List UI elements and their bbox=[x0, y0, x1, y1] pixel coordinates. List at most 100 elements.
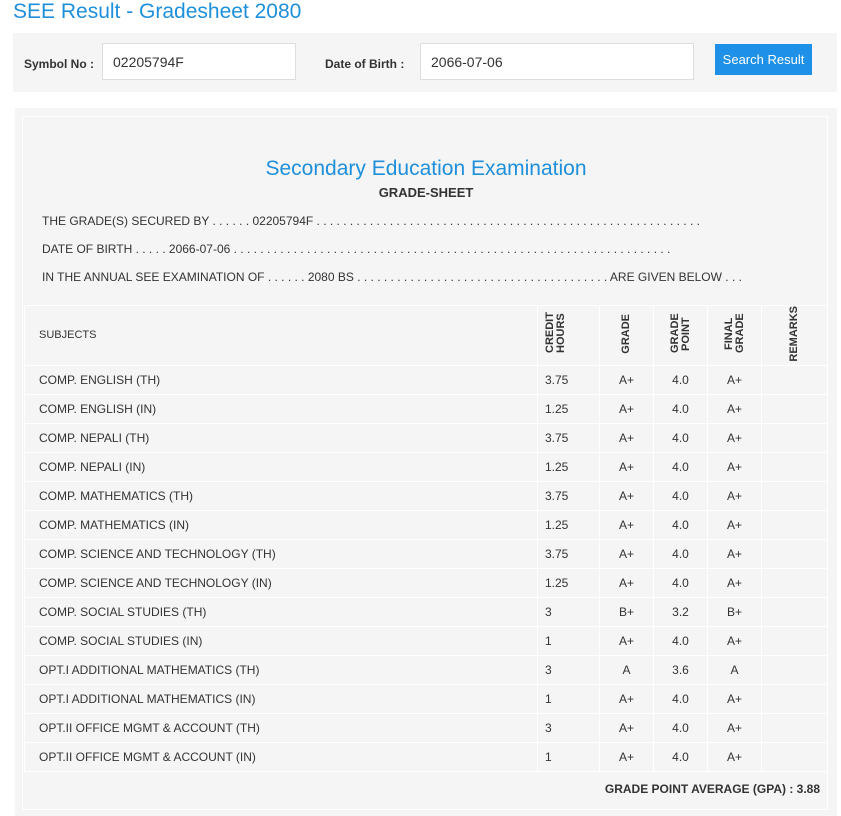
page-title: SEE Result - Gradesheet 2080 bbox=[13, 0, 302, 23]
grade-point-cell: 4.0 bbox=[653, 364, 708, 395]
grade-point-cell: 4.0 bbox=[653, 422, 708, 453]
grade-point-cell: 4.0 bbox=[653, 480, 708, 511]
exam-heading: Secondary Education Examination bbox=[265, 157, 587, 180]
grade-cell: A+ bbox=[599, 741, 654, 772]
grade-point-cell: 3.2 bbox=[653, 596, 708, 627]
grade-point-cell: 3.6 bbox=[653, 654, 708, 685]
gpa: GRADE POINT AVERAGE (GPA) : 3.88 bbox=[604, 782, 820, 796]
table-row: COMP. SCIENCE AND TECHNOLOGY (TH) 3.75 A+ 4… bbox=[24, 538, 828, 569]
subject-cell: OPT.II OFFICE MGMT & ACCOUNT (IN) bbox=[24, 741, 538, 772]
subject-cell: COMP. ENGLISH (TH) bbox=[24, 364, 538, 395]
final-grade-cell: B+ bbox=[707, 596, 762, 627]
grade-point-cell: 4.0 bbox=[653, 625, 708, 656]
credit-hours-cell: 1.25 bbox=[537, 451, 600, 482]
remarks-cell bbox=[761, 364, 828, 395]
remarks-cell bbox=[761, 509, 828, 540]
header-grade-point: GRADE POINT bbox=[668, 313, 692, 353]
table-row: COMP. ENGLISH (TH) 3.75 A+ 4.0 A+ bbox=[24, 364, 828, 395]
final-grade-cell: A+ bbox=[707, 509, 762, 540]
gradesheet-panel: Secondary Education Examination GRADE-SH… bbox=[15, 108, 837, 816]
table-row: COMP. SCIENCE AND TECHNOLOGY (IN) 1.25 A+ 4… bbox=[24, 567, 828, 598]
subject-cell: COMP. NEPALI (TH) bbox=[24, 422, 538, 453]
table-row: OPT.I ADDITIONAL MATHEMATICS (TH) 3 A 3.6 A bbox=[24, 654, 828, 685]
grade-cell: A bbox=[599, 654, 654, 685]
search-result-button[interactable]: Search Result bbox=[715, 44, 812, 75]
final-grade-cell: A+ bbox=[707, 538, 762, 569]
credit-hours-cell: 1.25 bbox=[537, 393, 600, 424]
subject-cell: COMP. MATHEMATICS (IN) bbox=[24, 509, 538, 540]
remarks-cell bbox=[761, 741, 828, 772]
subject-cell: COMP. ENGLISH (IN) bbox=[24, 393, 538, 424]
subject-cell: COMP. SOCIAL STUDIES (IN) bbox=[24, 625, 538, 656]
remarks-cell bbox=[761, 538, 828, 569]
subject-cell: OPT.II OFFICE MGMT & ACCOUNT (TH) bbox=[24, 712, 538, 743]
final-grade-cell: A+ bbox=[707, 364, 762, 395]
exam-line: IN THE ANNUAL SEE EXAMINATION OF . . . .… bbox=[42, 270, 742, 284]
final-grade-cell: A bbox=[707, 654, 762, 685]
grade-cell: A+ bbox=[599, 451, 654, 482]
search-form: Symbol No : Date of Birth : Search Resul… bbox=[13, 33, 837, 92]
remarks-cell bbox=[761, 625, 828, 656]
grades-table: SUBJECTS CREDIT HOURS GRADE GRADE POINT … bbox=[24, 305, 828, 772]
table-row: COMP. NEPALI (IN) 1.25 A+ 4.0 A+ bbox=[24, 451, 828, 482]
final-grade-cell: A+ bbox=[707, 451, 762, 482]
table-row: COMP. ENGLISH (IN) 1.25 A+ 4.0 A+ bbox=[24, 393, 828, 424]
header-grade: GRADE bbox=[620, 313, 632, 354]
table-row: COMP. NEPALI (TH) 3.75 A+ 4.0 A+ bbox=[24, 422, 828, 453]
grade-cell: A+ bbox=[599, 683, 654, 714]
grade-point-cell: 4.0 bbox=[653, 741, 708, 772]
final-grade-cell: A+ bbox=[707, 480, 762, 511]
header-remarks: REMARKS bbox=[788, 306, 800, 362]
remarks-cell bbox=[761, 480, 828, 511]
remarks-cell bbox=[761, 654, 828, 685]
grade-cell: A+ bbox=[599, 422, 654, 453]
credit-hours-cell: 3 bbox=[537, 596, 600, 627]
final-grade-cell: A+ bbox=[707, 422, 762, 453]
grade-cell: A+ bbox=[599, 625, 654, 656]
final-grade-cell: A+ bbox=[707, 625, 762, 656]
table-row: OPT.II OFFICE MGMT & ACCOUNT (IN) 1 A+ 4.0 A… bbox=[24, 741, 828, 772]
final-grade-cell: A+ bbox=[707, 712, 762, 743]
remarks-cell bbox=[761, 596, 828, 627]
remarks-cell bbox=[761, 451, 828, 482]
grade-cell: A+ bbox=[599, 480, 654, 511]
credit-hours-cell: 1 bbox=[537, 683, 600, 714]
credit-hours-cell: 3 bbox=[537, 712, 600, 743]
credit-hours-cell: 1.25 bbox=[537, 567, 600, 598]
table-row: COMP. SOCIAL STUDIES (TH) 3 B+ 3.2 B+ bbox=[24, 596, 828, 627]
grade-point-cell: 4.0 bbox=[653, 538, 708, 569]
gradesheet-heading: GRADE-SHEET bbox=[378, 185, 474, 200]
credit-hours-cell: 3 bbox=[537, 654, 600, 685]
credit-hours-cell: 1 bbox=[537, 625, 600, 656]
subject-cell: COMP. NEPALI (IN) bbox=[24, 451, 538, 482]
remarks-cell bbox=[761, 393, 828, 424]
grade-cell: A+ bbox=[599, 712, 654, 743]
grade-cell: A+ bbox=[599, 364, 654, 395]
grade-cell: A+ bbox=[599, 509, 654, 540]
symbol-input[interactable] bbox=[102, 43, 296, 80]
table-row: OPT.I ADDITIONAL MATHEMATICS (IN) 1 A+ 4.0 A… bbox=[24, 683, 828, 714]
secured-by-line: THE GRADE(S) SECURED BY . . . . . . 0220… bbox=[42, 214, 700, 228]
subject-cell: COMP. SCIENCE AND TECHNOLOGY (TH) bbox=[24, 538, 538, 569]
grade-cell: A+ bbox=[599, 567, 654, 598]
grade-point-cell: 4.0 bbox=[653, 451, 708, 482]
subject-cell: COMP. MATHEMATICS (TH) bbox=[24, 480, 538, 511]
table-row: COMP. MATHEMATICS (IN) 1.25 A+ 4.0 A+ bbox=[24, 509, 828, 540]
table-row: COMP. SOCIAL STUDIES (IN) 1 A+ 4.0 A+ bbox=[24, 625, 828, 656]
dob-input[interactable] bbox=[420, 43, 694, 80]
final-grade-cell: A+ bbox=[707, 393, 762, 424]
header-subjects: SUBJECTS bbox=[24, 305, 538, 366]
table-row: OPT.II OFFICE MGMT & ACCOUNT (TH) 3 A+ 4.0 A… bbox=[24, 712, 828, 743]
grade-point-cell: 4.0 bbox=[653, 683, 708, 714]
credit-hours-cell: 3.75 bbox=[537, 538, 600, 569]
grade-point-cell: 4.0 bbox=[653, 393, 708, 424]
header-credit-hours: CREDIT HOURS bbox=[544, 311, 567, 353]
grade-point-cell: 4.0 bbox=[653, 712, 708, 743]
remarks-cell bbox=[761, 683, 828, 714]
remarks-cell bbox=[761, 712, 828, 743]
remarks-cell bbox=[761, 567, 828, 598]
credit-hours-cell: 3.75 bbox=[537, 364, 600, 395]
table-row: COMP. MATHEMATICS (TH) 3.75 A+ 4.0 A+ bbox=[24, 480, 828, 511]
subject-cell: OPT.I ADDITIONAL MATHEMATICS (IN) bbox=[24, 683, 538, 714]
grade-point-cell: 4.0 bbox=[653, 509, 708, 540]
